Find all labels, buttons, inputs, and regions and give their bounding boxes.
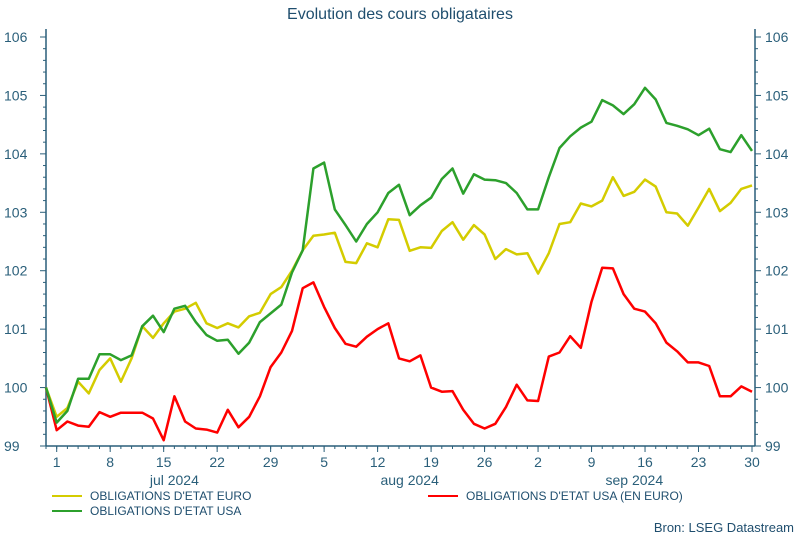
x-tick-label: 26	[477, 454, 493, 470]
x-tick-label: 5	[320, 454, 328, 470]
x-tick-label: 12	[370, 454, 386, 470]
legend-item-usa: OBLIGATIONS D'ETAT USA	[52, 504, 241, 518]
y-tick-label-left: 101	[4, 321, 28, 337]
x-tick-label: 9	[588, 454, 596, 470]
y-tick-label-left: 104	[4, 146, 28, 162]
x-tick-label: 15	[156, 454, 172, 470]
series-line-usa-euro	[44, 266, 753, 442]
legend-swatch-usa	[52, 510, 82, 512]
x-tick-label: 2	[534, 454, 542, 470]
x-tick-label: 30	[744, 454, 760, 470]
y-tick-label-left: 100	[4, 380, 28, 396]
x-tick-label: 22	[209, 454, 225, 470]
y-tick-label-right: 100	[765, 380, 789, 396]
y-tick-label-left: 105	[4, 87, 28, 103]
y-tick-label-left: 99	[4, 438, 20, 454]
y-tick-label-right: 105	[765, 87, 789, 103]
y-tick-label-right: 101	[765, 321, 789, 337]
series-line-euro	[44, 175, 753, 419]
y-tick-label-right: 102	[765, 263, 789, 279]
y-tick-label-right: 104	[765, 146, 789, 162]
y-tick-label-left: 103	[4, 204, 28, 220]
legend-label: OBLIGATIONS D'ETAT EURO	[90, 489, 252, 503]
legend-swatch-usa-euro	[428, 495, 458, 497]
month-label: aug 2024	[380, 472, 439, 488]
x-tick-label: 8	[106, 454, 114, 470]
chart-title: Evolution des cours obligataires	[287, 6, 513, 23]
y-tick-label-left: 102	[4, 263, 28, 279]
x-tick-label: 16	[637, 454, 653, 470]
legend-label: OBLIGATIONS D'ETAT USA	[90, 504, 242, 518]
x-tick-label: 19	[423, 454, 439, 470]
legend-item-euro: OBLIGATIONS D'ETAT EURO	[52, 489, 251, 503]
y-tick-label-right: 106	[765, 29, 789, 45]
y-tick-label-right: 103	[765, 204, 789, 220]
legend-label: OBLIGATIONS D'ETAT USA (EN EURO)	[466, 489, 683, 503]
legend-item-usa-euro: OBLIGATIONS D'ETAT USA (EN EURO)	[428, 489, 683, 503]
y-tick-label-left: 106	[4, 29, 28, 45]
series-line-usa	[44, 86, 754, 424]
month-label: jul 2024	[149, 472, 199, 488]
month-label: sep 2024	[606, 472, 664, 488]
x-tick-label: 29	[263, 454, 279, 470]
y-tick-label-right: 99	[765, 438, 781, 454]
x-tick-label: 23	[691, 454, 707, 470]
x-tick-label: 1	[53, 454, 61, 470]
legend-swatch-euro	[52, 495, 82, 497]
source-note: Bron: LSEG Datastream	[653, 520, 794, 535]
